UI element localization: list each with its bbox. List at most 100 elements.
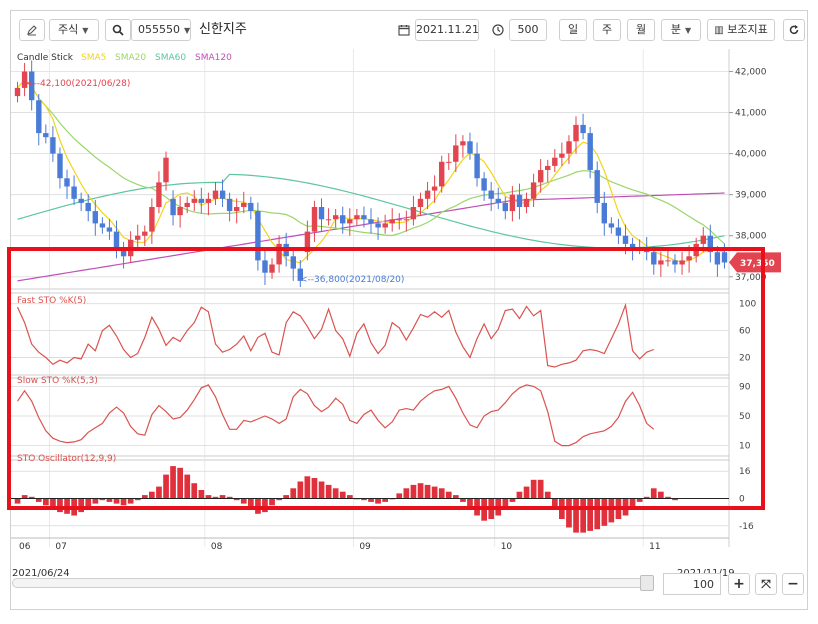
sto-osc-bar xyxy=(410,484,417,499)
candle-body xyxy=(113,231,120,248)
chevron-down-icon: ▼ xyxy=(184,26,191,35)
search-button[interactable] xyxy=(105,19,131,41)
sto-osc-bar xyxy=(580,498,586,533)
current-price-label: 37,350 xyxy=(740,259,775,269)
candle-body xyxy=(629,243,636,248)
sto-osc-bar xyxy=(495,498,502,516)
sto-osc-bar xyxy=(530,479,537,499)
sto-osc-bar xyxy=(396,493,403,499)
sto-osc-tick-label: 0 xyxy=(739,495,745,505)
stock-code: 055550 xyxy=(138,23,180,36)
calendar-icon[interactable] xyxy=(393,19,415,41)
candle-body xyxy=(453,145,459,162)
low-price-marker: <--36,800(2021/08/20) xyxy=(300,275,404,285)
candle-body xyxy=(234,207,240,212)
count-input[interactable]: 500 xyxy=(509,19,547,41)
refresh-button[interactable] xyxy=(783,19,805,41)
candle-body xyxy=(460,141,466,146)
sto-osc-bar xyxy=(248,498,254,509)
candle-body xyxy=(340,215,346,224)
sto-osc-bar xyxy=(552,498,558,509)
range-slider-handle[interactable] xyxy=(640,575,654,591)
sto-osc-bar xyxy=(149,491,155,499)
stock-chart[interactable]: 42,000 41,000 40,000 39,000 38,000 37,000 Cand… xyxy=(11,49,807,561)
search-icon xyxy=(112,24,124,36)
sto-osc-bar xyxy=(643,496,650,499)
period-minute-label: 분 xyxy=(670,23,681,36)
candle-body xyxy=(128,239,134,257)
zoom-out-button[interactable]: − xyxy=(782,573,804,595)
candle-body xyxy=(509,194,516,212)
sto-osc-bar xyxy=(43,498,49,506)
x-tick-label: 10 xyxy=(501,542,513,552)
period-day-button[interactable]: 일 xyxy=(559,19,587,41)
sto-osc-bar xyxy=(424,484,431,499)
draw-tool-button[interactable] xyxy=(19,19,45,41)
sto-osc-bar xyxy=(559,498,565,519)
candle-body xyxy=(721,252,728,263)
candle-body xyxy=(679,260,685,265)
candle-body xyxy=(608,223,615,228)
zoom-input[interactable] xyxy=(663,573,721,595)
candle-body xyxy=(29,71,35,101)
candle-body xyxy=(580,124,586,134)
date-input[interactable]: 2021.11.21 xyxy=(415,19,479,41)
candle-body xyxy=(311,207,318,232)
candle-body xyxy=(431,186,438,191)
sto-osc-bar xyxy=(64,498,70,514)
candle-body xyxy=(410,207,417,220)
sto-osc-bar xyxy=(14,498,21,504)
sto-osc-bar xyxy=(347,495,353,499)
candle-body xyxy=(467,141,473,154)
candle-body xyxy=(149,207,155,232)
candle-body xyxy=(396,219,402,221)
candle-body xyxy=(502,202,508,212)
period-week-button[interactable]: 주 xyxy=(593,19,621,41)
candle-body xyxy=(403,219,410,221)
candle-body xyxy=(198,198,205,203)
candle-body xyxy=(644,248,650,253)
indicator-label: 보조지표 xyxy=(727,23,768,36)
legend-sma60: SMA60 xyxy=(155,53,186,63)
sto-osc-bar xyxy=(226,496,233,499)
sto-osc-bar xyxy=(332,488,339,499)
candle-body xyxy=(71,186,77,199)
market-select[interactable]: 주식 ▼ xyxy=(49,19,99,41)
sto-osc-bar xyxy=(205,495,212,499)
candle-body xyxy=(700,235,706,244)
sto-osc-bar xyxy=(339,491,346,499)
sto-osc-bar xyxy=(622,498,629,516)
candle-body xyxy=(212,190,219,199)
range-slider-track[interactable] xyxy=(12,578,654,588)
candle-body xyxy=(92,211,98,224)
indicator-button[interactable]: ▥ 보조지표 xyxy=(707,19,775,41)
zoom-in-button[interactable]: + xyxy=(728,573,750,595)
clock-icon xyxy=(487,19,509,41)
sto-osc-bar xyxy=(488,498,495,519)
period-minute-select[interactable]: 분 ▼ xyxy=(661,19,701,41)
candle-body xyxy=(594,170,600,203)
x-tick-label: 11 xyxy=(649,542,660,552)
stock-code-select[interactable]: 055550 ▼ xyxy=(131,19,191,41)
sto-osc-bar xyxy=(417,483,424,499)
sto-osc-bar xyxy=(325,484,332,499)
candle-body xyxy=(241,202,247,207)
price-tick-label: 40,000 xyxy=(735,150,767,160)
candle-body xyxy=(446,161,452,163)
period-month-button[interactable]: 월 xyxy=(627,19,655,41)
sto-osc-bar xyxy=(361,498,367,501)
toolbar: 주식 ▼ 055550 ▼ 신한지주 2021.11.21 xyxy=(11,11,807,49)
candle-body xyxy=(156,182,162,207)
fit-button[interactable]: ⤧ xyxy=(755,573,777,595)
sto-osc-bar xyxy=(650,488,657,499)
candle-body xyxy=(417,198,424,207)
sto-osc-bar xyxy=(474,498,480,516)
candle-body xyxy=(36,100,42,134)
sto-osc-bar xyxy=(382,498,388,502)
sto-osc-bar xyxy=(35,498,42,502)
price-tick-label: 39,000 xyxy=(735,191,767,201)
sto-osc-bar xyxy=(156,486,162,499)
candle-body xyxy=(78,198,84,203)
sto-osc-bar xyxy=(28,496,35,499)
plus-icon: + xyxy=(733,576,745,592)
